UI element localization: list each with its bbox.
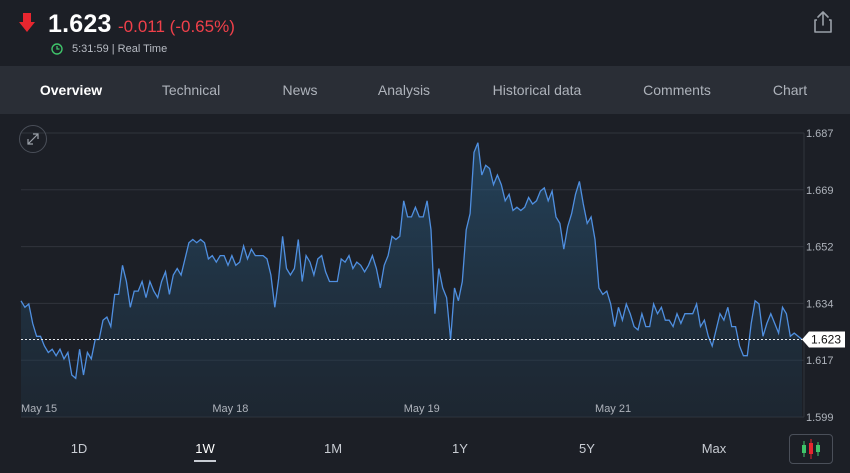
clock-icon bbox=[51, 43, 63, 55]
range-1y[interactable]: 1Y bbox=[452, 441, 468, 456]
tab-news[interactable]: News bbox=[282, 82, 318, 98]
x-tick-label: May 18 bbox=[212, 403, 248, 415]
tab-analysis[interactable]: Analysis bbox=[377, 82, 431, 98]
y-axis-labels: 1.687 1.669 1.652 1.634 1.617 1.599 bbox=[806, 128, 834, 424]
range-1w[interactable]: 1W bbox=[195, 441, 215, 456]
chart-type-button[interactable] bbox=[789, 434, 833, 464]
expand-chart-button[interactable] bbox=[19, 125, 47, 153]
y-tick-label: 1.652 bbox=[806, 242, 834, 254]
range-1d[interactable]: 1D bbox=[70, 441, 88, 456]
tab-bar: Overview Technical News Analysis Histori… bbox=[0, 66, 850, 114]
candlestick-icon bbox=[802, 439, 820, 459]
range-max[interactable]: Max bbox=[701, 441, 727, 456]
quote-header: 1.623 -0.011 (-0.65%) 5:31:59 | Real Tim… bbox=[0, 0, 850, 66]
tab-overview[interactable]: Overview bbox=[39, 82, 103, 98]
price-change: -0.011 (-0.65%) bbox=[118, 17, 235, 36]
tab-comments[interactable]: Comments bbox=[643, 82, 711, 98]
tab-chart[interactable]: Chart bbox=[772, 82, 808, 98]
x-axis-labels: May 15 May 18 May 19 May 21 bbox=[21, 403, 631, 415]
range-1m[interactable]: 1M bbox=[323, 441, 343, 456]
chart-price-line bbox=[20, 142, 803, 380]
tab-technical[interactable]: Technical bbox=[161, 82, 221, 98]
x-tick-label: May 15 bbox=[21, 403, 57, 415]
current-price-label: 1.623 bbox=[811, 333, 841, 347]
y-tick-label: 1.669 bbox=[806, 185, 834, 197]
y-tick-label: 1.617 bbox=[806, 355, 834, 367]
range-selector bbox=[0, 424, 850, 473]
expand-icon bbox=[27, 133, 39, 145]
active-range-underline bbox=[194, 460, 216, 462]
x-tick-label: May 21 bbox=[595, 403, 631, 415]
tab-historical-data[interactable]: Historical data bbox=[492, 82, 582, 98]
chart-area-fill bbox=[21, 142, 802, 417]
x-tick-label: May 19 bbox=[404, 403, 440, 415]
current-price-tag: 1.623 bbox=[802, 331, 845, 348]
price-value: 1.623 bbox=[48, 10, 112, 38]
share-icon[interactable] bbox=[812, 10, 834, 34]
y-tick-label: 1.634 bbox=[806, 298, 834, 310]
quote-time: 5:31:59 | Real Time bbox=[72, 43, 168, 55]
arrow-down-icon bbox=[19, 13, 35, 32]
y-tick-label: 1.599 bbox=[806, 412, 834, 424]
y-tick-label: 1.687 bbox=[806, 128, 834, 140]
range-5y[interactable]: 5Y bbox=[579, 441, 595, 456]
